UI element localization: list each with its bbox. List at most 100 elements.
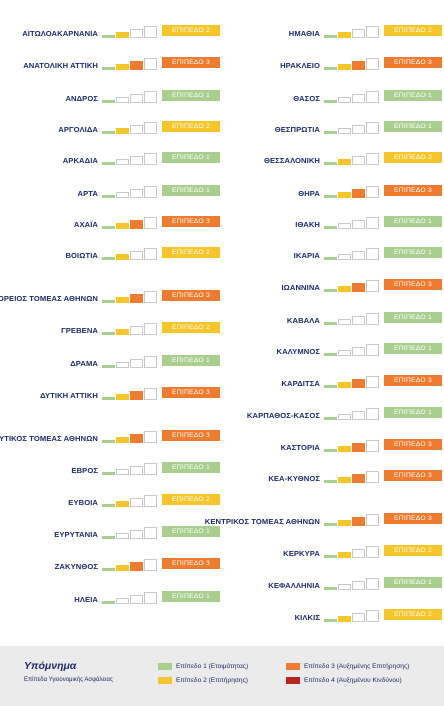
- level-bar-2: [338, 616, 351, 622]
- region-row: ΕΥΡΥΤΑΝΙΑ ΕΠΙΠΕΔΟ 1: [4, 519, 222, 549]
- level-indicator: [324, 610, 380, 622]
- level-bar-2: [116, 598, 129, 604]
- level-bar-4: [366, 217, 379, 229]
- level-bar-4: [366, 408, 379, 420]
- region-name: ΙΘΑΚΗ: [295, 219, 320, 229]
- level-bar-3: [352, 517, 365, 526]
- level-bar-4: [144, 495, 157, 507]
- level-badge: ΕΠΙΠΕΔΟ 1: [162, 185, 220, 196]
- level-badge: ΕΠΙΠΕΔΟ 1: [384, 90, 442, 101]
- level-bar-2: [338, 223, 351, 229]
- level-bar-3: [352, 94, 365, 103]
- level-indicator: [102, 527, 158, 539]
- level-bar-2: [338, 584, 351, 590]
- level-bar-1: [324, 322, 337, 325]
- level-bar-2: [338, 319, 351, 325]
- region-name: ΚΑΛΥΜΝΟΣ: [276, 346, 320, 356]
- region-row: ΗΡΑΚΛΕΙΟ ΕΠΙΠΕΔΟ 3: [226, 50, 444, 80]
- level-badge: ΕΠΙΠΕΔΟ 3: [384, 57, 442, 68]
- level-bar-3: [130, 251, 143, 260]
- level-bar-4: [144, 58, 157, 70]
- level-bar-2: [338, 350, 351, 356]
- level-indicator: [324, 514, 380, 526]
- level-indicator: [324, 217, 380, 229]
- legend-item-label: Επίπεδο 3 (Αυξημένης Επιτήρησης): [304, 663, 410, 670]
- level-indicator: [324, 376, 380, 388]
- level-bar-1: [324, 35, 337, 38]
- level-bar-2: [338, 446, 351, 452]
- region-name: ΓΡΕΒΕΝΑ: [61, 325, 98, 335]
- level-bar-3: [130, 156, 143, 165]
- region-row: ΗΜΑΘΙΑ ΕΠΙΠΕΔΟ 2: [226, 18, 444, 48]
- level-bar-4: [366, 248, 379, 260]
- level-bar-4: [366, 514, 379, 526]
- level-badge: ΕΠΙΠΕΔΟ 1: [162, 355, 220, 366]
- level-bar-1: [324, 353, 337, 356]
- level-bar-4: [144, 153, 157, 165]
- level-bar-3: [130, 359, 143, 368]
- level-badge: ΕΠΙΠΕΔΟ 1: [384, 216, 442, 227]
- level-bar-4: [366, 471, 379, 483]
- region-name: ΑΧΑΪΑ: [73, 219, 98, 229]
- level-bar-1: [102, 440, 115, 443]
- region-row: ΚΕΦΑΛΛΗΝΙΑ ΕΠΙΠΕΔΟ 1: [226, 570, 444, 600]
- level-indicator: [324, 153, 380, 165]
- level-bar-4: [366, 26, 379, 38]
- level-bar-3: [130, 530, 143, 539]
- region-name: ΙΩΑΝΝΙΝΑ: [281, 282, 320, 292]
- legend-item-level3: Επίπεδο 3 (Αυξημένης Επιτήρησης): [286, 662, 409, 671]
- level-bar-2: [116, 192, 129, 198]
- level-bar-2: [116, 128, 129, 134]
- level-bar-1: [102, 195, 115, 198]
- region-row: ΙΩΑΝΝΙΝΑ ΕΠΙΠΕΔΟ 3: [226, 272, 444, 302]
- level-bar-1: [102, 601, 115, 604]
- level-bar-2: [338, 159, 351, 165]
- level-bar-3: [352, 29, 365, 38]
- level-bar-3: [130, 220, 143, 229]
- region-name: ΚΕΦΑΛΛΗΝΙΑ: [268, 580, 320, 590]
- level-bar-4: [366, 610, 379, 622]
- region-row: ΖΑΚΥΝΘΟΣ ΕΠΙΠΕΔΟ 3: [4, 551, 222, 581]
- level-bar-1: [102, 35, 115, 38]
- region-row: ΔΡΑΜΑ ΕΠΙΠΕΔΟ 1: [4, 348, 222, 378]
- level-bar-1: [102, 536, 115, 539]
- level-indicator: [102, 388, 158, 400]
- level-bar-2: [116, 565, 129, 571]
- region-row: ΘΑΣΟΣ ΕΠΙΠΕΔΟ 1: [226, 83, 444, 113]
- region-row: ΑΝΔΡΟΣ ΕΠΙΠΕΔΟ 1: [4, 83, 222, 113]
- level-indicator: [102, 217, 158, 229]
- level-badge: ΕΠΙΠΕΔΟ 3: [162, 57, 220, 68]
- region-name: ΑΡΓΟΛΙΔΑ: [58, 124, 98, 134]
- region-row: ΑΡΚΑΔΙΑ ΕΠΙΠΕΔΟ 1: [4, 145, 222, 175]
- level-indicator: [324, 186, 380, 198]
- level-bar-4: [366, 122, 379, 134]
- level-bar-1: [102, 472, 115, 475]
- level-bar-2: [116, 223, 129, 229]
- level-bar-1: [102, 257, 115, 260]
- level-indicator: [324, 58, 380, 70]
- level-bar-3: [130, 326, 143, 335]
- legend-item-level2: Επίπεδο 2 (Επιτήρησης): [158, 676, 248, 685]
- level-badge: ΕΠΙΠΕΔΟ 3: [162, 216, 220, 227]
- level-indicator: [102, 186, 158, 198]
- level-bar-3: [352, 443, 365, 452]
- region-name: ΕΥΒΟΙΑ: [68, 497, 98, 507]
- level-bar-2: [116, 533, 129, 539]
- region-name: ΘΕΣΣΑΛΟΝΙΚΗ: [264, 155, 320, 165]
- level-bar-3: [352, 189, 365, 198]
- level-badge: ΕΠΙΠΕΔΟ 1: [384, 247, 442, 258]
- region-row: ΑΧΑΪΑ ΕΠΙΠΕΔΟ 3: [4, 209, 222, 239]
- level-bar-2: [116, 329, 129, 335]
- level-badge: ΕΠΙΠΕΔΟ 1: [162, 462, 220, 473]
- region-row: ΒΟΡΕΙΟΣ ΤΟΜΕΑΣ ΑΘΗΝΩΝ ΕΠΙΠΕΔΟ 3: [0, 283, 222, 313]
- legend-item-level1: Επίπεδο 1 (Ετοιμότητας): [158, 662, 248, 671]
- level-bar-1: [324, 385, 337, 388]
- region-row: ΔΥΤΙΚΗ ΑΤΤΙΚΗ ΕΠΙΠΕΔΟ 3: [4, 380, 222, 410]
- level-bar-1: [324, 289, 337, 292]
- level-indicator: [102, 91, 158, 103]
- level-bar-1: [324, 619, 337, 622]
- level-indicator: [102, 26, 158, 38]
- level-bar-1: [324, 480, 337, 483]
- level-bar-1: [102, 504, 115, 507]
- level-indicator: [324, 408, 380, 420]
